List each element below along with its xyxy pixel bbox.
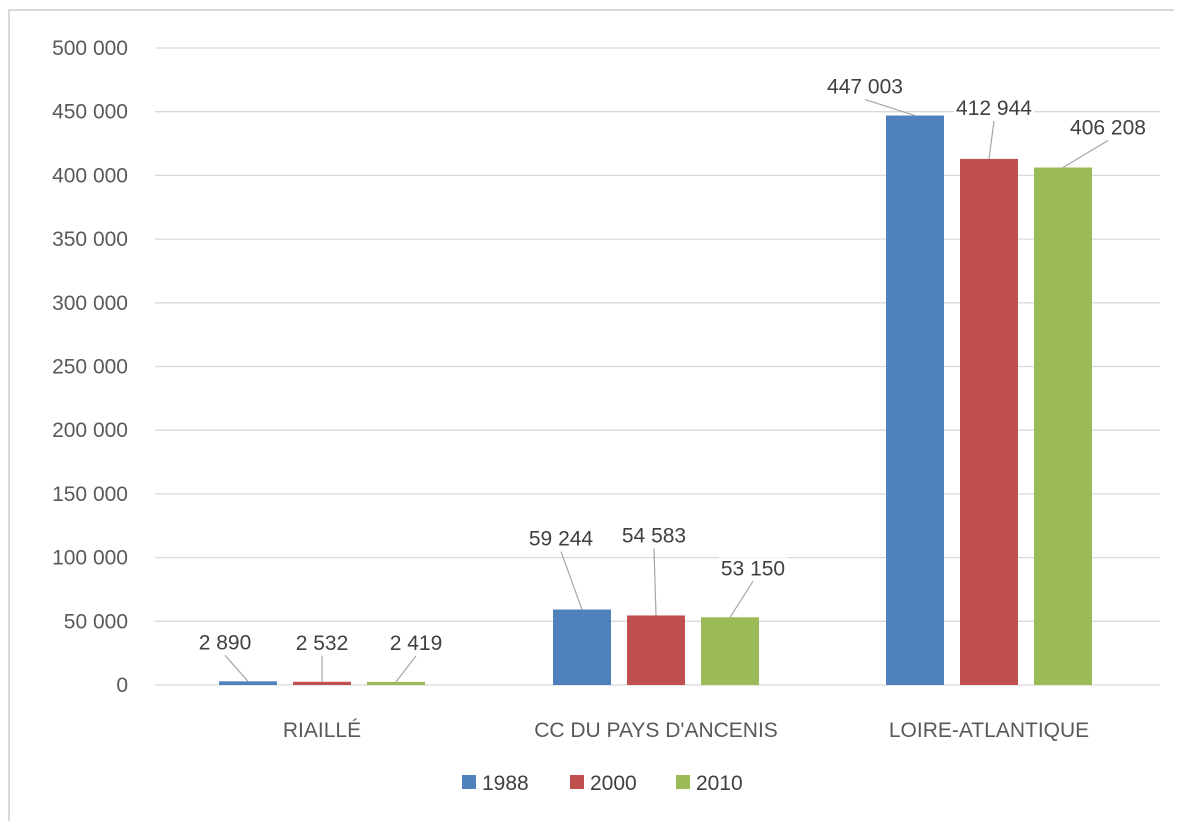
leader-line: [224, 654, 249, 682]
y-tick-label: 400 000: [52, 164, 128, 187]
data-label-backdrop: [718, 557, 788, 581]
bar-1988-2: [886, 115, 944, 685]
data-label-backdrop: [293, 631, 351, 655]
data-label-backdrop: [387, 631, 445, 655]
y-tick-label: 350 000: [52, 228, 128, 251]
legend-label: 2010: [696, 772, 743, 795]
data-label-backdrop: [526, 527, 596, 551]
y-tick-label: 100 000: [52, 547, 128, 570]
legend-label: 2000: [590, 772, 637, 795]
leader-line: [864, 98, 916, 117]
y-tick-label: 200 000: [52, 419, 128, 442]
data-label: 59 244: [529, 528, 594, 551]
bar-2000-2: [960, 158, 1018, 685]
x-axis-category-labels: RIAILLÉ CC DU PAYS D'ANCENIS LOIRE-ATLANTI…: [283, 719, 1089, 742]
data-label: 447 003: [827, 76, 903, 99]
leader-line: [1062, 139, 1109, 169]
y-tick-label: 0: [116, 674, 128, 697]
bar-2000-0: [293, 681, 351, 685]
data-label: 2 532: [296, 632, 349, 655]
bar-2000-1: [627, 615, 685, 685]
data-label: 54 583: [622, 524, 686, 547]
bar-1988-0: [219, 681, 277, 685]
bars: [219, 115, 1092, 685]
x-category-label: LOIRE-ATLANTIQUE: [889, 719, 1089, 742]
data-label: 53 150: [721, 557, 785, 580]
y-tick-label: 150 000: [52, 483, 128, 506]
legend-swatch-2010: [676, 775, 690, 789]
x-category-label: CC DU PAYS D'ANCENIS: [534, 719, 778, 742]
leader-line: [729, 580, 754, 618]
leader-line: [395, 655, 417, 683]
data-label-backdrop: [619, 524, 689, 548]
leader-line: [988, 120, 995, 159]
legend-swatch-1988: [462, 775, 476, 789]
bar-2010-1: [701, 617, 759, 685]
data-label: 406 208: [1070, 116, 1146, 139]
legend: 1988 2000 2010: [462, 772, 743, 795]
chart-frame: 0 50 000 100 000 150 000 200 000 250 000 300 0…: [8, 9, 1174, 821]
y-tick-label: 450 000: [52, 101, 128, 124]
y-tick-label: 50 000: [64, 610, 128, 633]
bar-chart: 0 50 000 100 000 150 000 200 000 250 000 300 0…: [52, 37, 1160, 795]
data-labels: 2 890 2 532 2 419 59 244 54 583 53 150 447 003…: [196, 75, 1148, 655]
y-axis-tick-labels: 0 50 000 100 000 150 000 200 000 250 000 300 0…: [52, 37, 128, 697]
data-label-backdrop: [196, 631, 254, 655]
data-label: 2 419: [390, 632, 443, 655]
legend-swatch-2000: [570, 775, 584, 789]
legend-label: 1988: [482, 772, 529, 795]
data-label-backdrop: [825, 75, 905, 99]
bar-1988-1: [553, 609, 611, 685]
leader-line: [653, 548, 657, 616]
x-category-label: RIAILLÉ: [283, 719, 361, 742]
y-tick-label: 500 000: [52, 37, 128, 60]
bar-2010-2: [1034, 167, 1092, 685]
data-label-backdrop: [954, 96, 1035, 120]
y-tick-label: 300 000: [52, 292, 128, 315]
y-tick-label: 250 000: [52, 356, 128, 379]
bar-2010-0: [367, 681, 425, 685]
data-label-backdrop: [1068, 116, 1148, 140]
leader-line: [560, 551, 583, 610]
data-label: 2 890: [199, 631, 252, 654]
data-label: 412 944: [956, 97, 1032, 120]
data-label-leader-lines: [224, 98, 1109, 683]
